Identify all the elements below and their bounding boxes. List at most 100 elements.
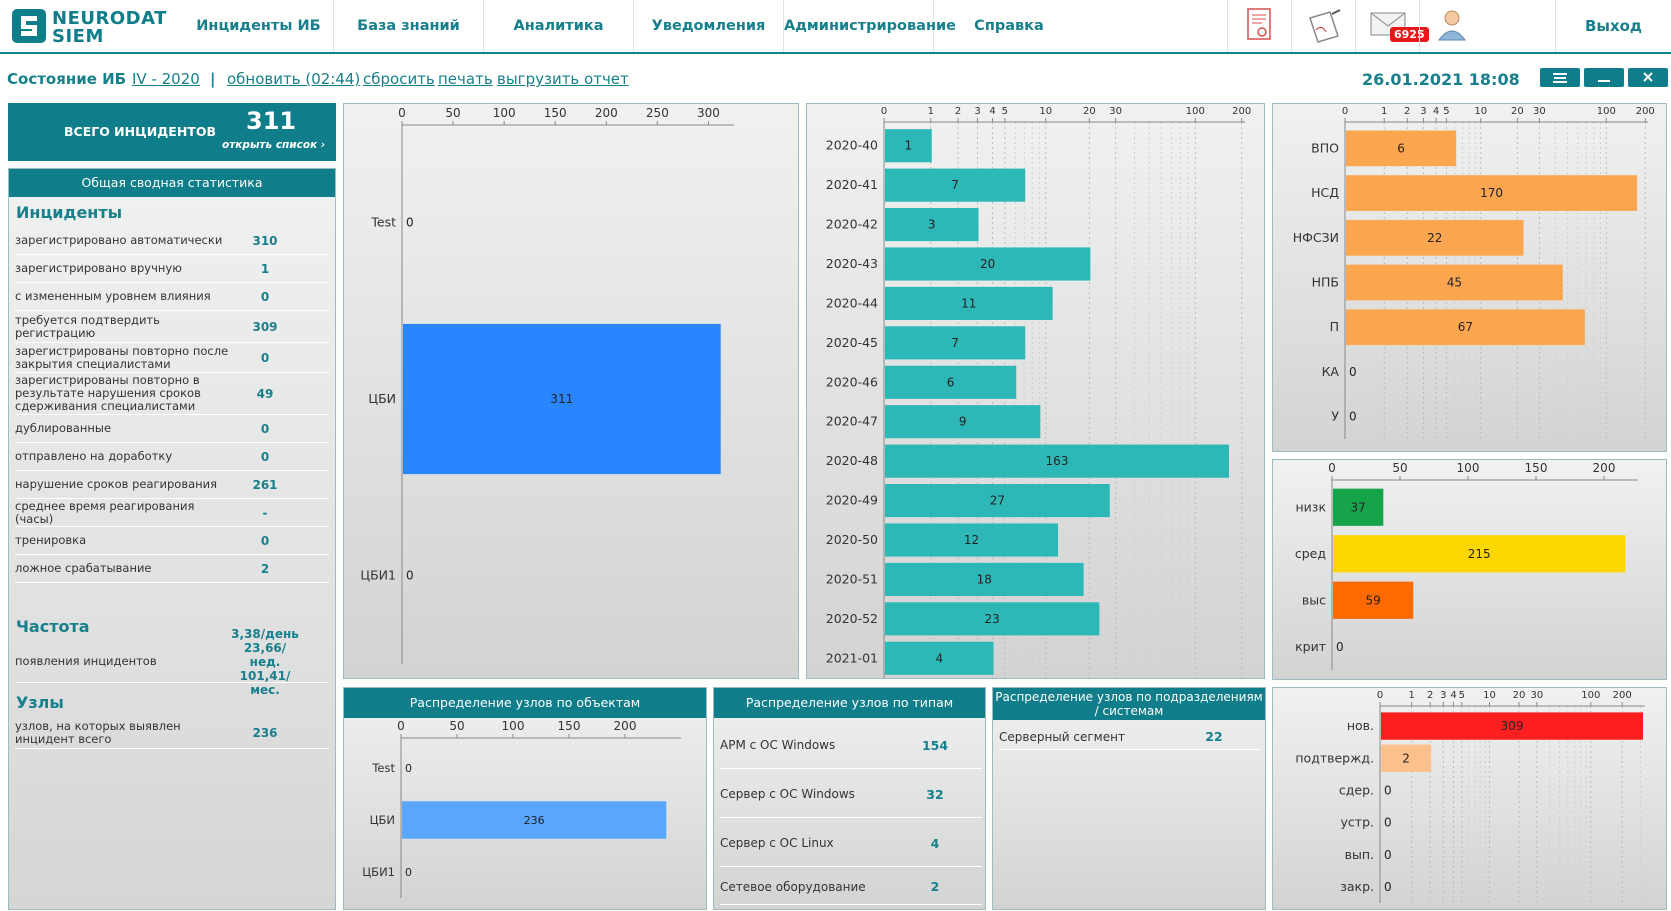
certificate-icon[interactable]	[1227, 0, 1291, 52]
tick-label: 3	[974, 106, 980, 117]
bar-value-label: 215	[1468, 547, 1491, 561]
bar-value-label: 0	[406, 215, 414, 229]
current-datetime: 26.01.2021 18:08	[1362, 70, 1520, 89]
incident-stat-row: отправлено на доработку 0	[15, 443, 329, 471]
incident-stat-value[interactable]: 0	[260, 289, 270, 304]
tick-label: 1	[928, 106, 934, 117]
toolbar-separator: |	[210, 70, 216, 88]
bar-value-label: 0	[406, 569, 414, 583]
bar	[403, 323, 721, 475]
node-type-value[interactable]: 2	[930, 879, 940, 894]
node-type-value[interactable]: 154	[921, 737, 949, 753]
incident-stat-row: зарегистрированы повторно в результате н…	[15, 373, 329, 415]
summary-stats-panel: Общая сводная статистика Инциденты зарег…	[8, 168, 336, 910]
category-label: устр.	[1341, 815, 1374, 830]
bar-value-label: 11	[961, 296, 976, 310]
user-icon[interactable]	[1419, 0, 1489, 52]
incident-stat-value[interactable]: 2	[260, 561, 270, 576]
bar	[885, 562, 1084, 596]
nav-knowledge-base[interactable]: База знаний	[334, 0, 484, 52]
tick-label: 300	[697, 106, 720, 120]
print-link[interactable]: печать	[438, 70, 493, 88]
nav-incidents[interactable]: Инциденты ИБ	[184, 0, 334, 52]
incident-stat-value[interactable]: 0	[260, 350, 270, 365]
incident-stat-label: отправлено на доработку	[15, 449, 173, 463]
bar-value-label: 20	[980, 257, 995, 271]
category-label: НФСЗИ	[1293, 230, 1339, 245]
category-label: 2020-45	[826, 335, 878, 350]
bar	[885, 523, 1059, 557]
bar	[1346, 175, 1638, 211]
category-label: 2020-44	[826, 295, 878, 310]
category-label: вып.	[1345, 847, 1374, 862]
tick-label: 0	[1377, 690, 1383, 701]
category-label: 2020-41	[826, 177, 878, 192]
period-selector[interactable]: IV - 2020	[132, 70, 200, 88]
tick-label: 20	[1083, 106, 1096, 117]
incident-stat-value[interactable]: 261	[252, 477, 278, 492]
incident-stat-value[interactable]: 49	[256, 386, 274, 401]
bar	[885, 405, 1041, 439]
tick-label: 250	[646, 106, 669, 120]
mail-icon[interactable]: 6925	[1355, 0, 1429, 52]
logo[interactable]: NEURODAT SIEM	[12, 8, 166, 47]
tick-label: 100	[1597, 106, 1616, 117]
refresh-link[interactable]: обновить (02:44)	[227, 70, 361, 88]
node-type-row: Сетевое оборудование 2	[720, 869, 982, 905]
nav-notifications[interactable]: Уведомления	[634, 0, 784, 52]
category-label: сдер.	[1339, 782, 1374, 797]
signed-document-icon[interactable]	[1291, 0, 1355, 52]
bar	[1346, 309, 1585, 346]
incident-stat-value[interactable]: 0	[260, 449, 270, 464]
category-label: выс	[1302, 592, 1326, 607]
node-type-value[interactable]: 4	[930, 835, 940, 851]
incident-stat-label: нарушение сроков реагирования	[15, 477, 218, 491]
tick-label: 100	[502, 719, 525, 733]
category-label: 2020-51	[826, 571, 878, 586]
node-unit-value[interactable]: 22	[1205, 729, 1223, 744]
category-label: ЦБИ	[368, 391, 396, 406]
bar-value-label: 45	[1447, 276, 1462, 290]
node-type-value[interactable]: 32	[926, 786, 944, 802]
incident-stat-value[interactable]: 310	[252, 233, 278, 248]
logout-button[interactable]: Выход	[1555, 0, 1671, 52]
open-list-link[interactable]: открыть список ›	[222, 139, 326, 151]
incident-stat-value[interactable]: 309	[252, 319, 278, 334]
incidents-by-level-panel: 0 50 100 150 200 низк 37 сред 215 выс 59 крит 0	[1272, 459, 1667, 680]
incident-stat-label: дублированные	[15, 421, 112, 435]
category-label: КА	[1322, 364, 1340, 379]
bar-value-label: 67	[1458, 320, 1473, 334]
incident-stat-value[interactable]: 1	[260, 261, 270, 276]
list-icon[interactable]	[1540, 68, 1580, 87]
bar-value-label: 236	[524, 814, 545, 827]
total-incidents-value: 311	[246, 107, 297, 135]
tick-label: 30	[1109, 106, 1122, 117]
nav-administration[interactable]: Администрирование	[784, 0, 956, 52]
close-icon[interactable]	[1628, 68, 1668, 87]
nodes-row: узлов, на которых выявлен инцидент всего…	[15, 717, 329, 749]
incident-stat-row: требуется подтвердить регистрацию 309	[15, 311, 329, 343]
nav-analytics[interactable]: Аналитика	[484, 0, 634, 52]
bar-value-label: 0	[1336, 640, 1344, 654]
bar	[885, 602, 1100, 636]
incident-stat-value[interactable]: -	[262, 505, 268, 520]
incidents-by-object-panel: 0 50 100 150 200 250 300 Test 0 ЦБИ 311 ЦБИ1 0	[343, 103, 799, 679]
export-report-link[interactable]: выгрузить отчет	[497, 70, 629, 88]
bar	[885, 444, 1230, 478]
total-incidents-box: ВСЕГО ИНЦИДЕНТОВ 311 открыть список ›	[8, 103, 336, 161]
incident-stat-row: ложное срабатывание 2	[15, 555, 329, 583]
bar	[1333, 581, 1414, 619]
tick-label: 200	[614, 719, 637, 733]
incident-stat-row: зарегистрированы повторно после закрытия…	[15, 343, 329, 373]
bar	[1381, 712, 1644, 740]
incident-stat-label: с измененным уровнем влияния	[15, 289, 211, 303]
incident-stat-value[interactable]: 0	[260, 533, 270, 548]
tick-label: 20	[1513, 690, 1526, 701]
reset-link[interactable]: сбросить	[363, 70, 435, 88]
minimize-icon[interactable]	[1584, 68, 1624, 87]
incident-stat-value[interactable]: 0	[260, 421, 270, 436]
nav-help[interactable]: Справка	[974, 18, 1044, 34]
bar-value-label: 0	[1384, 880, 1392, 894]
